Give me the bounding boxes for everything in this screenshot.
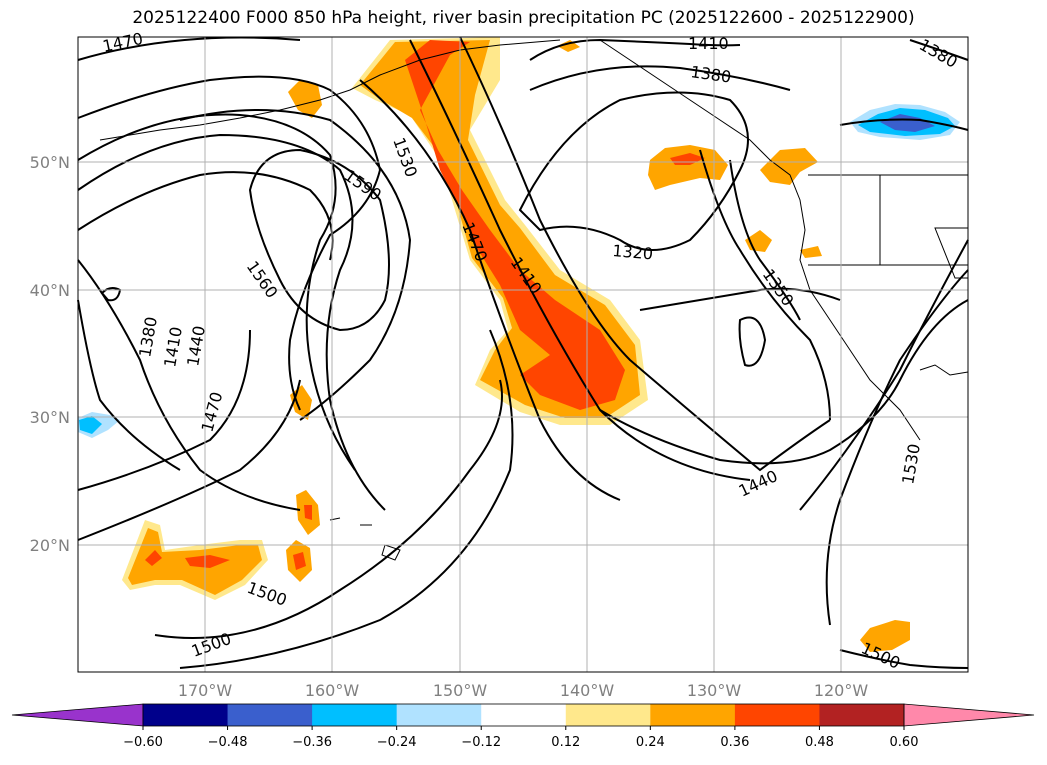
contour-label: 1380 bbox=[135, 315, 161, 358]
contour-label: 1320 bbox=[612, 241, 654, 263]
colorbar-swatch bbox=[819, 704, 905, 726]
contour-label: 1560 bbox=[243, 257, 282, 301]
colorbar-swatch bbox=[143, 704, 229, 726]
colorbar-tick-label: −0.48 bbox=[208, 735, 248, 750]
precip-patch-hawaii-2r bbox=[304, 505, 312, 520]
contour-label: 1500 bbox=[189, 629, 234, 661]
colorbar-swatch bbox=[312, 704, 398, 726]
colorbar-tick-label: −0.60 bbox=[123, 735, 163, 750]
colorbar-swatch bbox=[734, 704, 820, 726]
contour-label: 1470 bbox=[101, 29, 145, 56]
precip-band-red bbox=[405, 40, 625, 410]
lat-label: 20°N bbox=[30, 536, 70, 555]
contour-label: 1380 bbox=[689, 62, 732, 86]
precip-patch-gulf bbox=[648, 145, 728, 190]
lat-label: 40°N bbox=[30, 281, 70, 300]
lat-label: 50°N bbox=[30, 153, 70, 172]
colorbar-frame bbox=[142, 703, 905, 727]
colorbar-tick-label: 0.48 bbox=[805, 735, 834, 750]
precip-patch-aleut bbox=[288, 80, 322, 118]
colorbar-tick-label: 0.24 bbox=[636, 735, 665, 750]
colorbar-swatch bbox=[650, 704, 736, 726]
colorbar-tick-label: −0.24 bbox=[377, 735, 417, 750]
contour-label: 1410 bbox=[688, 34, 729, 53]
contour-label: 1530 bbox=[898, 442, 924, 485]
colorbar-swatch bbox=[396, 704, 482, 726]
precip-patch-se bbox=[860, 620, 910, 652]
precip-patch-hawaii-west-r bbox=[145, 550, 230, 568]
contour-label: 1500 bbox=[245, 578, 290, 610]
colorbar-tick-label: 0.12 bbox=[551, 735, 580, 750]
colorbar-swatch bbox=[227, 704, 313, 726]
colorbar-tick-label: −0.36 bbox=[292, 735, 332, 750]
colorbar-swatch bbox=[481, 704, 567, 726]
map-frame bbox=[77, 36, 969, 673]
lon-label: 130°W bbox=[687, 681, 742, 700]
lon-label: 170°W bbox=[178, 681, 233, 700]
contour-label: 1440 bbox=[736, 466, 781, 500]
lon-label: 140°W bbox=[560, 681, 615, 700]
map-title: 2025122400 F000 850 hPa height, river ba… bbox=[132, 8, 915, 28]
colorbar-extend-high bbox=[903, 703, 1035, 727]
latitude-labels: 50°N 40°N 30°N 20°N bbox=[30, 153, 70, 555]
contour-label: 1530 bbox=[389, 135, 421, 180]
precip-patch-hawaii-3r bbox=[293, 552, 306, 570]
neg-patch-west-b bbox=[79, 416, 102, 434]
lon-label: 160°W bbox=[305, 681, 360, 700]
colorbar-extend-low bbox=[11, 703, 144, 727]
precip-patch-bc bbox=[760, 148, 818, 185]
contour-label: 1380 bbox=[916, 35, 961, 72]
contour-label: 1410 bbox=[160, 325, 186, 368]
precip-patch-or2 bbox=[800, 246, 822, 258]
colorbar-swatch bbox=[565, 704, 651, 726]
colorbar: −0.60 −0.48 −0.36 −0.24 −0.12 0.12 0.24 0.36 0.4… bbox=[11, 703, 1035, 750]
height-contours bbox=[77, 36, 969, 669]
lon-label: 120°W bbox=[814, 681, 869, 700]
colorbar-tick-label: 0.36 bbox=[720, 735, 749, 750]
colorbar-tick-label: 0.60 bbox=[890, 735, 919, 750]
colorbar-tick-label: −0.12 bbox=[461, 735, 501, 750]
graticule bbox=[78, 37, 968, 672]
lat-label: 30°N bbox=[30, 408, 70, 427]
longitude-labels: 170°W 160°W 150°W 140°W 130°W 120°W bbox=[178, 681, 869, 700]
neg-patch-canada-c bbox=[880, 114, 935, 132]
lon-label: 150°W bbox=[433, 681, 488, 700]
